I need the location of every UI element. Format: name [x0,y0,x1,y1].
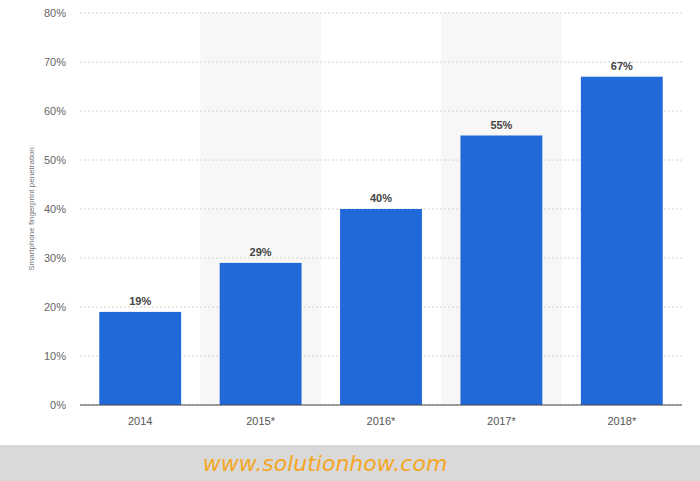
y-axis-label: Smartphone fingerprint penetration [27,147,36,271]
x-tick-label: 2016* [367,415,396,427]
chart-container: 0% 10% 20% 30% 40% 50% 60% 70% 80% Smartphone fin… [0,0,700,481]
y-tick-label: 50% [44,154,66,166]
y-tick-label: 30% [44,252,66,264]
bar [220,263,302,405]
bars [99,77,662,405]
watermark: www.solutionhow.com [203,451,448,476]
data-label: 19% [129,295,151,307]
grid-line [80,62,682,63]
x-tick-label: 2017* [487,415,516,427]
y-tick-label: 0% [50,399,66,411]
y-tick-label: 80% [44,7,66,19]
y-tick-label: 20% [44,301,66,313]
data-label: 29% [250,246,272,258]
bar [99,312,181,405]
footer-band [0,445,700,481]
y-tick-label: 60% [44,105,66,117]
x-axis-line [80,405,682,406]
x-tick-label: 2015* [246,415,275,427]
y-tick-label: 10% [44,350,66,362]
chart: 0% 10% 20% 30% 40% 50% 60% 70% 80% Smartphone fin… [0,0,700,481]
data-label: 67% [611,60,633,72]
bar [581,77,663,405]
y-tick-label: 40% [44,203,66,215]
bar [460,136,542,406]
grid-line [80,13,682,14]
y-tick-label: 70% [44,56,66,68]
grid-line [80,405,682,406]
x-tick-label: 2014 [128,415,152,427]
x-tick-label: 2018* [607,415,636,427]
bar [340,209,422,405]
data-label: 55% [490,119,512,131]
data-label: 40% [370,192,392,204]
band-shade [441,13,561,405]
